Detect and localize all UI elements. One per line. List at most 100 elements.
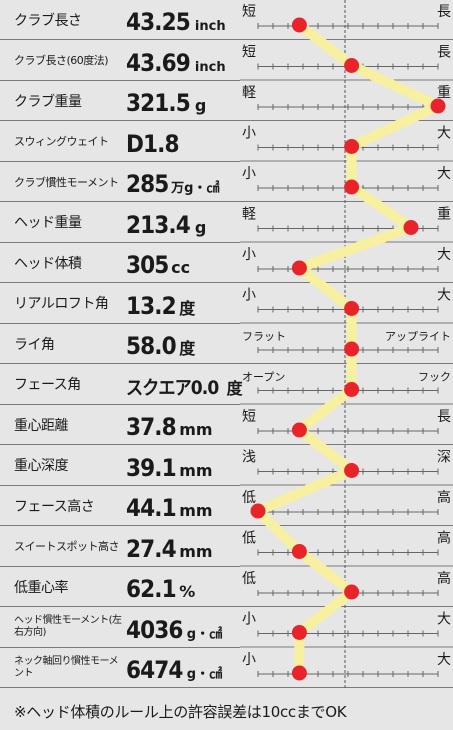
spec-number: 39.1	[126, 453, 177, 482]
spec-number: D1.8	[126, 129, 180, 158]
scale-high-label: 深	[437, 450, 451, 466]
spec-number: 305	[126, 251, 169, 279]
spec-value: 39.1 mm	[126, 446, 213, 485]
spec-unit: g	[194, 96, 207, 115]
spec-value: 27.4 mm	[126, 527, 213, 566]
spec-value: 13.2 度	[126, 284, 195, 323]
spec-row: リアルロフト角 13.2 度	[0, 284, 240, 324]
scale-high-label: 大	[437, 652, 451, 668]
spec-label: クラブ長さ	[14, 12, 82, 29]
spec-value: スクエア0.0 度	[126, 365, 243, 404]
scale-high-label: 大	[437, 247, 451, 263]
scale-high-label: アップライト	[385, 330, 451, 343]
spec-row: ヘッド重量 213.4 g	[0, 203, 240, 243]
spec-number: 213.4	[126, 210, 191, 239]
profile-point	[291, 17, 307, 33]
spec-label: 重心距離	[14, 417, 69, 434]
spec-value: 62.1%	[126, 567, 195, 606]
scale-low-label: 短	[242, 409, 256, 425]
spec-row: スイートスポット高さ 27.4 mm	[0, 527, 240, 567]
profile-point	[250, 503, 266, 519]
spec-number: 37.8	[126, 413, 177, 441]
footnote: ※ヘッド体積のルール上の許容誤差は10ccまでOK	[14, 703, 347, 721]
spec-unit: 度	[179, 298, 196, 318]
spec-value: 213.4 g	[126, 203, 206, 242]
spec-value: 58.0 度	[126, 324, 195, 363]
profile-point	[403, 220, 419, 235]
spec-value: D1.8	[126, 122, 182, 161]
profile-point	[291, 665, 307, 681]
spec-value: 6474 g・㎠	[126, 648, 222, 687]
spec-label: スウィングウェイト	[14, 135, 109, 148]
scale-high-label: 長	[437, 45, 451, 61]
scale-low-label: 低	[242, 571, 256, 587]
scale-high-label: 長	[437, 4, 451, 20]
spec-number: 4036	[126, 615, 183, 644]
spec-unit: %	[179, 582, 196, 601]
spec-unit: g	[194, 217, 207, 237]
spec-unit: g・㎠	[186, 667, 223, 682]
spec-unit: inch	[194, 19, 226, 34]
scale-high-label: 大	[437, 166, 451, 182]
scale-low-label: 小	[242, 288, 256, 304]
spec-row: ヘッド慣性モーメント(左右方向) 4036 g・㎠	[0, 608, 240, 648]
spec-label: ネック軸回り慣性モーメント	[14, 655, 119, 679]
profile-point	[344, 463, 360, 478]
profile-point	[291, 422, 307, 438]
scale-high-label: 高	[437, 489, 451, 506]
spec-value: 321.5 g	[126, 81, 206, 120]
spec-label: フェース高さ	[14, 498, 95, 515]
spec-label: 低重心率	[14, 579, 69, 596]
profile-point	[344, 179, 360, 195]
profile-point	[430, 98, 446, 114]
spec-number: 285	[126, 170, 169, 198]
spec-number: 27.4	[126, 534, 177, 563]
scale-low-label: 浅	[242, 450, 256, 466]
spec-number: 321.5	[126, 89, 191, 117]
spec-label: リアルロフト角	[14, 296, 109, 312]
scale-high-label: フック	[418, 371, 451, 384]
spec-row: クラブ長さ 43.25 inch	[0, 0, 240, 40]
spec-number: スクエア0.0	[126, 376, 219, 399]
spec-row: ライ角 58.0 度	[0, 324, 240, 364]
spec-value: 305 cc	[126, 243, 190, 282]
scale-high-label: 高	[437, 530, 451, 547]
spec-number: 44.1	[126, 494, 177, 522]
profile-chart: 短長短 長軽 重小 大小 大軽 重小 大小 大フラット アップライトオープン フック短 長浅 深低 高低…	[240, 0, 453, 689]
spec-value: 4036 g・㎠	[126, 608, 222, 647]
spec-label: ヘッド体積	[14, 255, 82, 272]
scale-low-label: 小	[242, 612, 256, 628]
spec-number: 43.69	[126, 48, 191, 77]
scale-low-label: 軽	[242, 85, 256, 101]
profile-point	[344, 58, 360, 73]
spec-row: 重心深度 39.1 mm	[0, 446, 240, 486]
spec-value: 43.25 inch	[126, 0, 226, 39]
spec-label: フェース角	[14, 377, 81, 393]
spec-label: クラブ長さ(60度法)	[14, 54, 109, 67]
spec-label: ライ角	[14, 336, 55, 353]
spec-unit: mm	[179, 460, 213, 480]
profile-point	[344, 584, 360, 600]
spec-value: 43.69 inch	[126, 41, 226, 80]
profile-point	[344, 301, 360, 316]
scale-low-label: 軽	[242, 207, 256, 223]
scale-low-label: 低	[242, 531, 256, 547]
spec-unit: cc	[171, 258, 191, 277]
scale-low-label: 小	[242, 166, 256, 182]
scale-low-label: 小	[242, 652, 256, 668]
spec-label: ヘッド重量	[14, 215, 82, 231]
spec-value: 37.8 mm	[126, 405, 213, 444]
spec-row: 低重心率 62.1%	[0, 567, 240, 607]
profile-point	[291, 260, 307, 276]
spec-unit: 万g・㎠	[171, 181, 220, 196]
spec-row: フェース高さ 44.1 mm	[0, 486, 240, 526]
profile-point	[344, 139, 360, 154]
spec-number: 6474	[126, 656, 183, 684]
spec-row: スウィングウェイト D1.8	[0, 122, 240, 162]
profile-point	[291, 544, 307, 559]
spec-unit: 度	[226, 378, 243, 398]
scale-high-label: 重	[437, 207, 451, 223]
spec-unit: mm	[179, 501, 213, 520]
spec-label: スイートスポット高さ	[14, 540, 120, 553]
scale-low-label: 小	[242, 126, 256, 142]
